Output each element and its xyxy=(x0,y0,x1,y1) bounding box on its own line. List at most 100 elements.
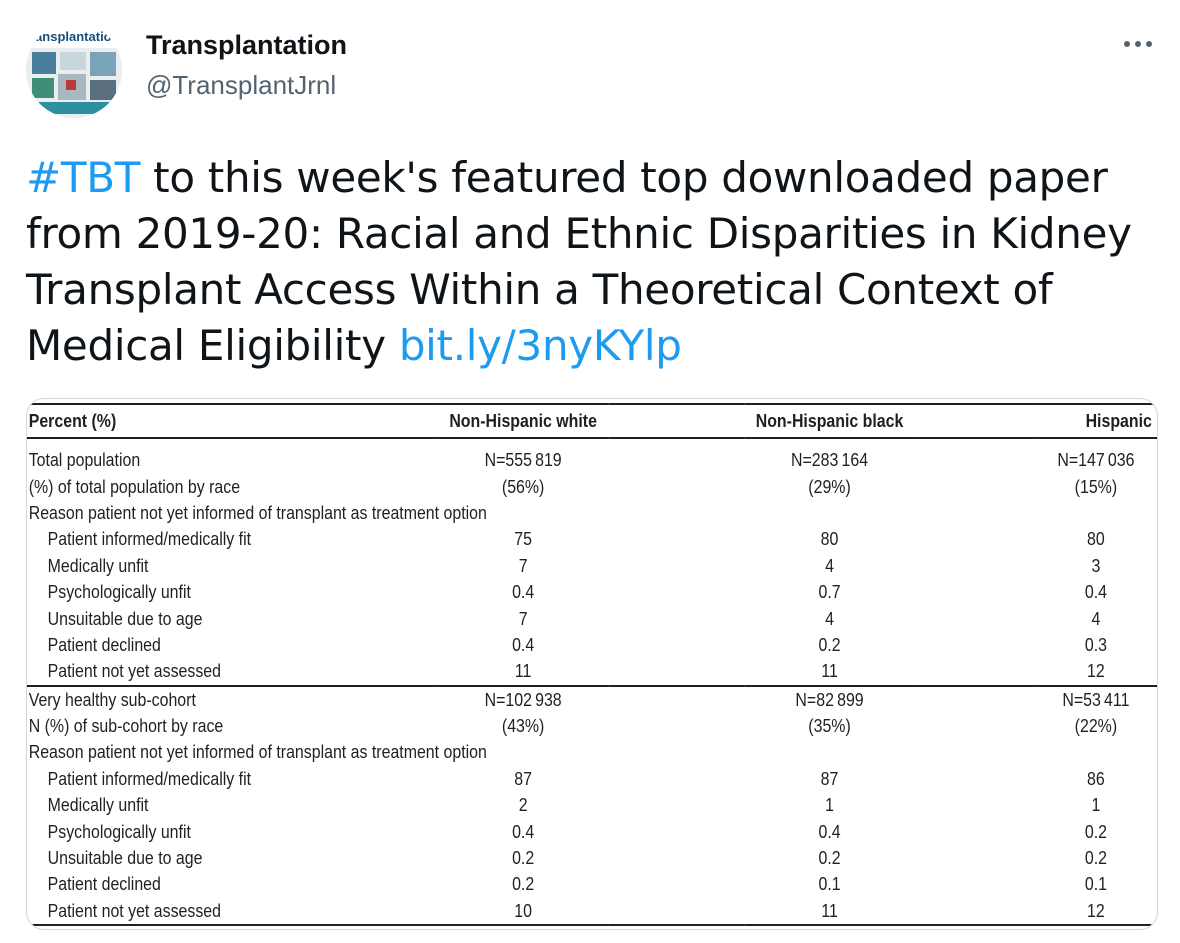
row-label: Unsuitable due to age xyxy=(47,847,203,869)
row-label: Patient not yet assessed xyxy=(27,897,438,927)
row-label: Psychologically unfit xyxy=(47,581,191,603)
table-row: Unsuitable due to age 0.2 0.2 0.2 xyxy=(27,845,1157,871)
cell-nh-white: 10 xyxy=(437,897,609,927)
data-table: Percent (%) Non-Hispanic white Non-Hispa… xyxy=(27,403,1157,927)
user-handle[interactable]: @TransplantJrnl xyxy=(146,70,337,100)
table-row: Psychologically unfit 0.4 0.4 0.2 xyxy=(27,818,1157,844)
cell-hispanic: (22%) xyxy=(1074,715,1118,737)
row-label: Patient not yet assessed xyxy=(47,660,221,682)
cell-nh-white: 0.4 xyxy=(512,820,535,842)
table-row: Patient informed/medically fit 87 87 86 xyxy=(27,766,1157,792)
cell-hispanic: 0.1 xyxy=(1084,873,1107,895)
cell-hispanic: 0.2 xyxy=(1084,820,1107,842)
table-row: N (%) of sub-cohort by race (43%) (35%) … xyxy=(27,713,1157,739)
cell-nh-black: 87 xyxy=(820,767,839,789)
row-label: Very healthy sub-cohort xyxy=(27,684,438,713)
cell-hispanic: 4 xyxy=(1091,607,1101,629)
cell-nh-white: 0.4 xyxy=(512,633,535,655)
row-label: N (%) of sub-cohort by race xyxy=(28,715,224,737)
table-row: Patient not yet assessed 11 11 12 xyxy=(27,658,1157,685)
cell-hispanic: 86 xyxy=(1087,767,1105,789)
cell-nh-black: 0.7 xyxy=(818,581,841,603)
cell-nh-white: 11 xyxy=(514,660,532,682)
cell-hispanic: 1 xyxy=(1091,794,1101,816)
cell-nh-black: 80 xyxy=(820,528,839,550)
cell-nh-black: 0.1 xyxy=(818,873,841,895)
cell-hispanic: 12 xyxy=(1034,897,1157,927)
cell-nh-black: 4 xyxy=(825,554,834,576)
cell-nh-black: 0.4 xyxy=(818,820,841,842)
row-label: (%) of total population by race xyxy=(28,475,241,497)
dot xyxy=(1146,41,1152,47)
row-label: Patient declined xyxy=(47,873,161,895)
cell-hispanic: (15%) xyxy=(1074,475,1118,497)
header-percent: Percent (%) xyxy=(27,403,438,439)
dot xyxy=(1124,41,1130,47)
cell-nh-white: 75 xyxy=(514,528,532,550)
row-label: Patient informed/medically fit xyxy=(47,767,252,789)
header-hispanic: Hispanic xyxy=(1034,403,1157,439)
cell-nh-white: 2 xyxy=(518,794,528,816)
cell-nh-white: (56%) xyxy=(501,475,545,497)
table-row: Unsuitable due to age 7 4 4 xyxy=(27,605,1157,631)
table-row: Total population N=555 819 N=283 164 N=1… xyxy=(27,438,1157,473)
cell-hispanic: 12 xyxy=(1087,660,1105,682)
cell-hispanic: N=147 036 xyxy=(1057,449,1135,471)
cell-nh-white: N=555 819 xyxy=(484,449,562,471)
table-row: Very healthy sub-cohort N=102 938 N=82 8… xyxy=(27,684,1157,713)
cell-nh-white: 87 xyxy=(514,767,532,789)
row-label: Patient informed/medically fit xyxy=(47,528,252,550)
cell-nh-white: 7 xyxy=(518,554,528,576)
cell-nh-black: (35%) xyxy=(808,715,851,737)
cell-hispanic: 0.4 xyxy=(1084,581,1107,603)
article-link[interactable]: bit.ly/3nyKYlp xyxy=(398,321,682,370)
cell-nh-black: (29%) xyxy=(808,475,851,497)
table-row: (%) of total population by race (56%) (2… xyxy=(27,473,1157,499)
cell-nh-black: 0.2 xyxy=(818,633,841,655)
row-section-label: Reason patient not yet informed of trans… xyxy=(28,741,487,763)
cell-nh-white: 0.2 xyxy=(512,873,535,895)
table-row: Patient informed/medically fit 75 80 80 xyxy=(27,526,1157,552)
cell-hispanic: 0.2 xyxy=(1084,847,1107,869)
cell-nh-black: 0.2 xyxy=(818,847,841,869)
journal-cover-image: ransplantation xyxy=(26,22,122,118)
table-row: Reason patient not yet informed of trans… xyxy=(27,739,1157,765)
dot xyxy=(1135,41,1141,47)
row-label: Unsuitable due to age xyxy=(47,607,203,629)
row-label: Patient declined xyxy=(47,633,161,655)
row-section-label: Reason patient not yet informed of trans… xyxy=(28,501,487,523)
svg-text:ransplantation: ransplantation xyxy=(30,29,120,44)
cell-hispanic: 0.3 xyxy=(1084,633,1107,655)
cell-nh-black: N=82 899 xyxy=(744,684,915,713)
cell-hispanic: N=53 411 xyxy=(1034,684,1157,713)
cell-nh-white: 0.4 xyxy=(512,581,535,603)
tweet-body: to this week's featured top downloaded p… xyxy=(26,153,1132,370)
table-row: Patient not yet assessed 10 11 12 xyxy=(27,897,1157,927)
hashtag-link[interactable]: #TBT xyxy=(26,153,141,202)
tweet-image[interactable]: Percent (%) Non-Hispanic white Non-Hispa… xyxy=(26,398,1158,930)
table-row: Medically unfit 2 1 1 xyxy=(27,792,1157,818)
more-options-icon[interactable] xyxy=(1118,28,1158,60)
tweet-text: #TBT to this week's featured top downloa… xyxy=(26,150,1156,374)
header-nh-black: Non-Hispanic black xyxy=(744,403,915,439)
cell-nh-black: N=283 164 xyxy=(791,449,869,471)
row-label: Medically unfit xyxy=(47,554,149,576)
table-row: Reason patient not yet informed of trans… xyxy=(27,500,1157,526)
cell-nh-white: 7 xyxy=(518,607,528,629)
cell-nh-white: N=102 938 xyxy=(437,684,609,713)
table-row: Psychologically unfit 0.4 0.7 0.4 xyxy=(27,579,1157,605)
display-name[interactable]: Transplantation xyxy=(146,30,348,60)
cell-hispanic: 3 xyxy=(1091,554,1101,576)
table-row: Patient declined 0.2 0.1 0.1 xyxy=(27,871,1157,897)
table-header-row: Percent (%) Non-Hispanic white Non-Hispa… xyxy=(27,403,1157,439)
row-label: Medically unfit xyxy=(47,794,149,816)
avatar[interactable]: ransplantation xyxy=(26,22,122,118)
header-nh-white: Non-Hispanic white xyxy=(437,403,609,439)
cell-nh-black: 1 xyxy=(825,794,834,816)
cell-nh-black: 4 xyxy=(825,607,834,629)
cell-nh-white: 0.2 xyxy=(512,847,535,869)
table-row: Medically unfit 7 4 3 xyxy=(27,553,1157,579)
row-label: Psychologically unfit xyxy=(47,820,191,842)
cell-nh-white: (43%) xyxy=(501,715,545,737)
row-label: Total population xyxy=(28,449,141,471)
